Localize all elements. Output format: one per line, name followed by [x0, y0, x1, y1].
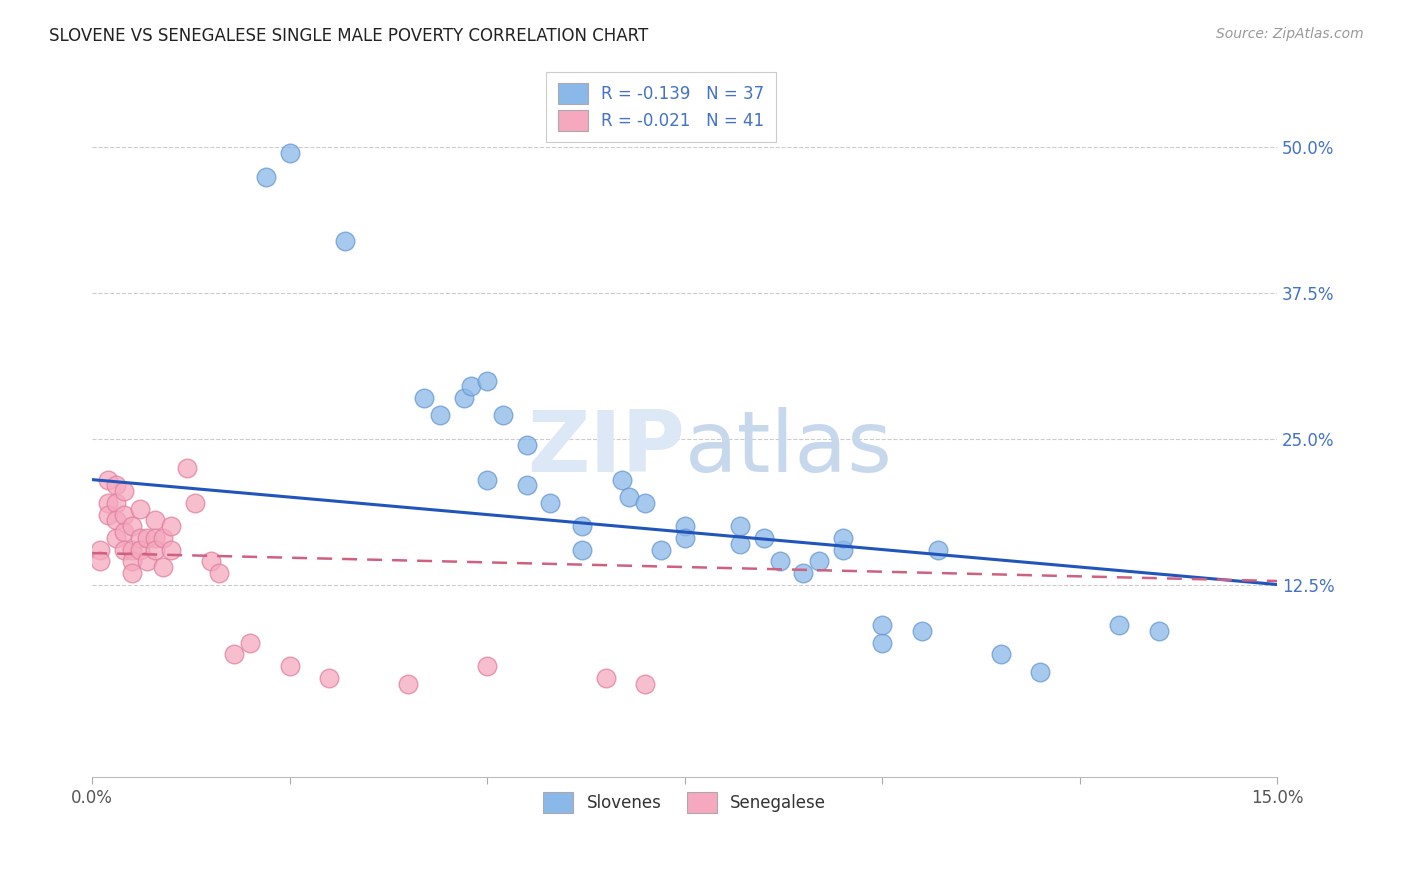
Point: [1147, 624, 1170, 639]
Point: [97, 496, 120, 510]
Point: [112, 484, 135, 499]
Point: [239, 636, 262, 650]
Point: [318, 671, 340, 685]
Point: [460, 379, 482, 393]
Point: [477, 473, 499, 487]
Point: [224, 648, 246, 662]
Point: [911, 624, 934, 639]
Point: [538, 496, 561, 510]
Point: [831, 531, 853, 545]
Point: [145, 513, 167, 527]
Point: [136, 531, 159, 545]
Point: [728, 519, 751, 533]
Text: Source: ZipAtlas.com: Source: ZipAtlas.com: [1216, 27, 1364, 41]
Point: [571, 519, 593, 533]
Point: [333, 234, 356, 248]
Point: [112, 524, 135, 539]
Point: [104, 478, 127, 492]
Point: [477, 659, 499, 673]
Point: [121, 519, 143, 533]
Point: [990, 648, 1012, 662]
Point: [128, 531, 150, 545]
Point: [278, 146, 301, 161]
Point: [673, 531, 696, 545]
Point: [97, 508, 120, 522]
Point: [121, 542, 143, 557]
Point: [128, 542, 150, 557]
Point: [453, 391, 475, 405]
Point: [808, 554, 831, 568]
Point: [184, 496, 207, 510]
Point: [121, 554, 143, 568]
Point: [610, 473, 633, 487]
Point: [160, 519, 183, 533]
Point: [128, 501, 150, 516]
Point: [112, 542, 135, 557]
Point: [145, 531, 167, 545]
Text: atlas: atlas: [685, 407, 893, 490]
Point: [634, 676, 657, 690]
Point: [121, 566, 143, 580]
Point: [516, 478, 538, 492]
Point: [160, 542, 183, 557]
Point: [768, 554, 790, 568]
Point: [831, 542, 853, 557]
Point: [673, 519, 696, 533]
Point: [104, 496, 127, 510]
Point: [413, 391, 436, 405]
Point: [1029, 665, 1052, 679]
Point: [870, 636, 893, 650]
Point: [1108, 618, 1130, 632]
Legend: Slovenes, Senegalese: Slovenes, Senegalese: [531, 780, 838, 824]
Point: [728, 537, 751, 551]
Point: [752, 531, 775, 545]
Point: [152, 531, 174, 545]
Point: [492, 409, 515, 423]
Point: [97, 473, 120, 487]
Point: [207, 566, 229, 580]
Point: [89, 542, 111, 557]
Point: [634, 496, 657, 510]
Point: [152, 560, 174, 574]
Point: [104, 531, 127, 545]
Point: [595, 671, 617, 685]
Point: [792, 566, 814, 580]
Point: [254, 169, 277, 184]
Point: [136, 554, 159, 568]
Point: [89, 554, 111, 568]
Point: [112, 508, 135, 522]
Point: [477, 374, 499, 388]
Point: [429, 409, 451, 423]
Point: [104, 513, 127, 527]
Point: [516, 437, 538, 451]
Point: [927, 542, 949, 557]
Point: [278, 659, 301, 673]
Point: [176, 461, 198, 475]
Point: [650, 542, 672, 557]
Text: ZIP: ZIP: [527, 407, 685, 490]
Point: [200, 554, 222, 568]
Point: [571, 542, 593, 557]
Point: [396, 676, 419, 690]
Text: SLOVENE VS SENEGALESE SINGLE MALE POVERTY CORRELATION CHART: SLOVENE VS SENEGALESE SINGLE MALE POVERT…: [49, 27, 648, 45]
Point: [619, 490, 641, 504]
Point: [145, 542, 167, 557]
Point: [870, 618, 893, 632]
